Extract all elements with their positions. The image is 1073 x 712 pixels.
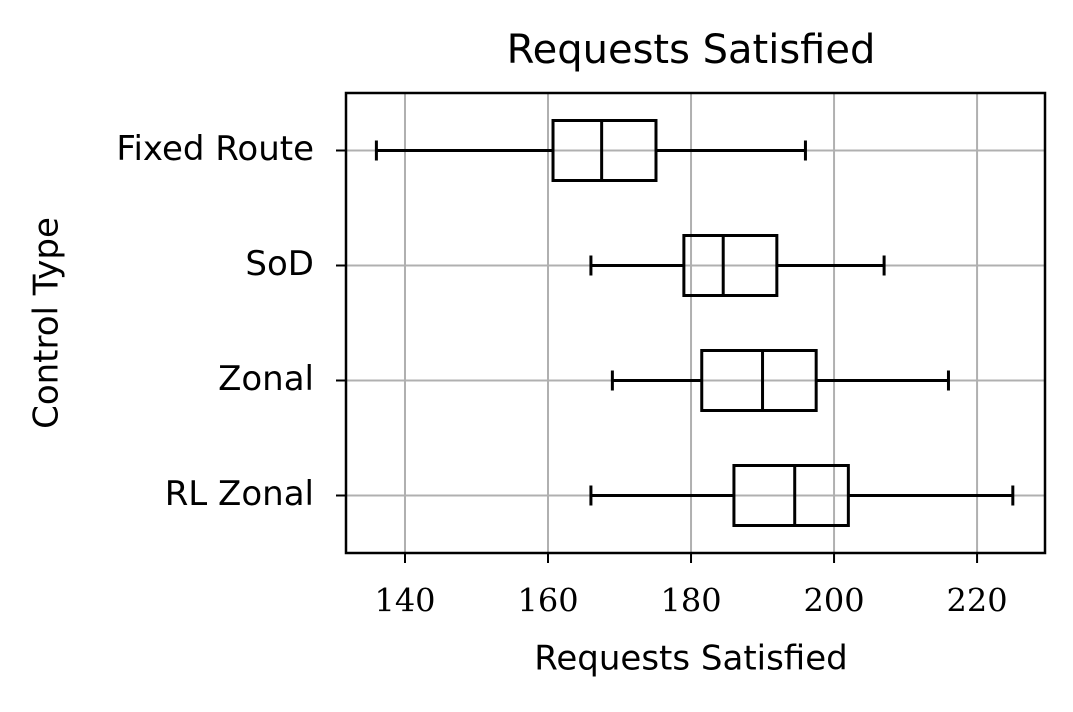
y-tick-label: SoD <box>245 244 314 284</box>
box <box>551 119 658 182</box>
x-tick-label: 180 <box>660 582 721 620</box>
plot-frame <box>344 91 1047 555</box>
y-tick-label: Fixed Route <box>116 129 314 169</box>
box <box>700 349 818 412</box>
x-tick-label: 140 <box>374 582 435 620</box>
x-tick-label: 160 <box>517 582 578 620</box>
y-tick-label: Zonal <box>218 359 314 399</box>
x-tick-label: 200 <box>804 582 865 620</box>
y-axis-label: Control Type <box>27 217 67 429</box>
x-axis-label: Requests Satisfied <box>534 639 847 679</box>
box <box>732 464 850 527</box>
x-tick-label: 220 <box>947 582 1008 620</box>
chart-title: Requests Satisfied <box>507 27 876 73</box>
y-tick-label: RL Zonal <box>165 474 314 514</box>
box <box>682 234 779 297</box>
